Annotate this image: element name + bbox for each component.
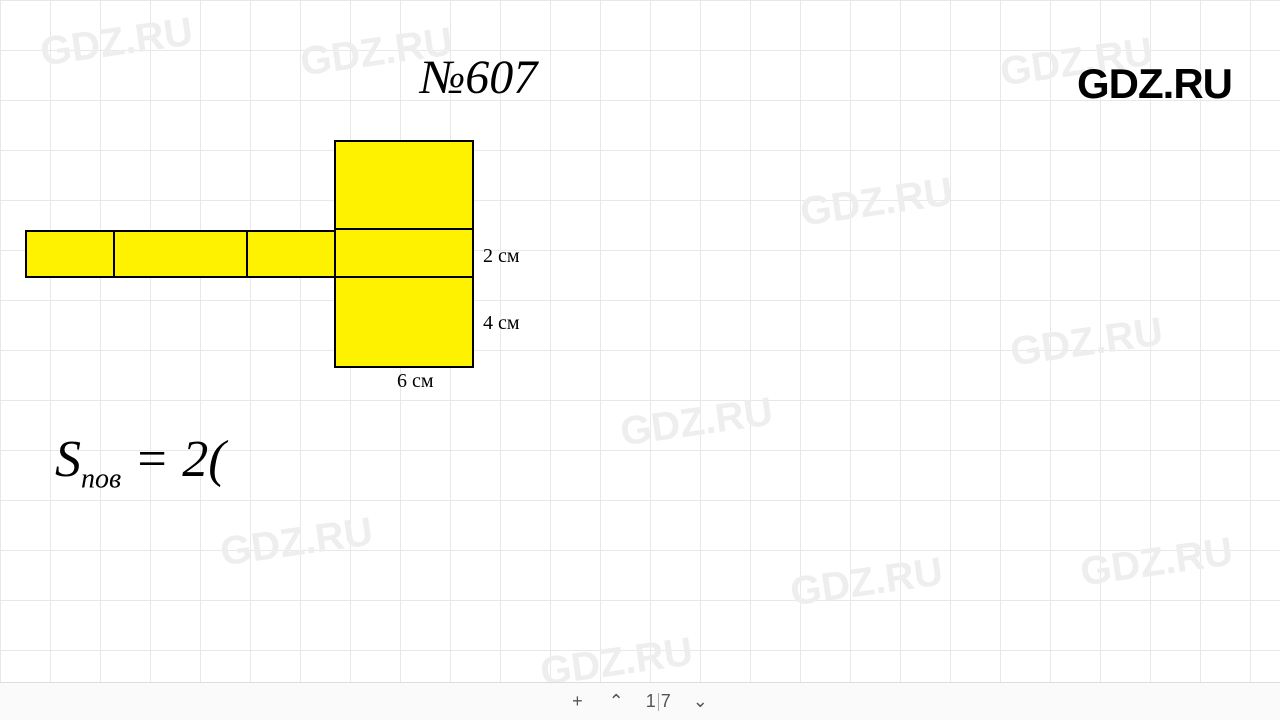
dimension-label: 2 см <box>483 245 520 268</box>
dimension-label: 6 см <box>397 370 434 393</box>
problem-number: №607 <box>420 50 537 105</box>
net-face <box>334 276 474 368</box>
box-net-diagram: 2 см 4 см 6 см <box>25 140 545 400</box>
formula-subscript: пов <box>81 463 121 494</box>
page-indicator: 17 <box>646 691 671 712</box>
surface-area-formula: Sпов = 2( <box>55 430 226 495</box>
net-face <box>246 230 336 278</box>
formula-rest: = 2( <box>121 431 225 488</box>
net-face <box>25 230 115 278</box>
net-face <box>334 140 474 230</box>
formula-symbol: S <box>55 431 81 488</box>
dimension-label: 4 см <box>483 312 520 335</box>
net-face <box>113 230 248 278</box>
page-toolbar: + ⌃ 17 ⌄ <box>0 682 1280 720</box>
current-page: 1 <box>646 691 656 711</box>
net-face <box>334 228 474 278</box>
page-up-button[interactable]: ⌃ <box>605 691 628 712</box>
page-down-button[interactable]: ⌄ <box>689 691 712 712</box>
zoom-in-button[interactable]: + <box>568 691 587 712</box>
site-logo: GDZ.RU <box>1077 60 1232 108</box>
total-pages: 7 <box>661 691 671 711</box>
